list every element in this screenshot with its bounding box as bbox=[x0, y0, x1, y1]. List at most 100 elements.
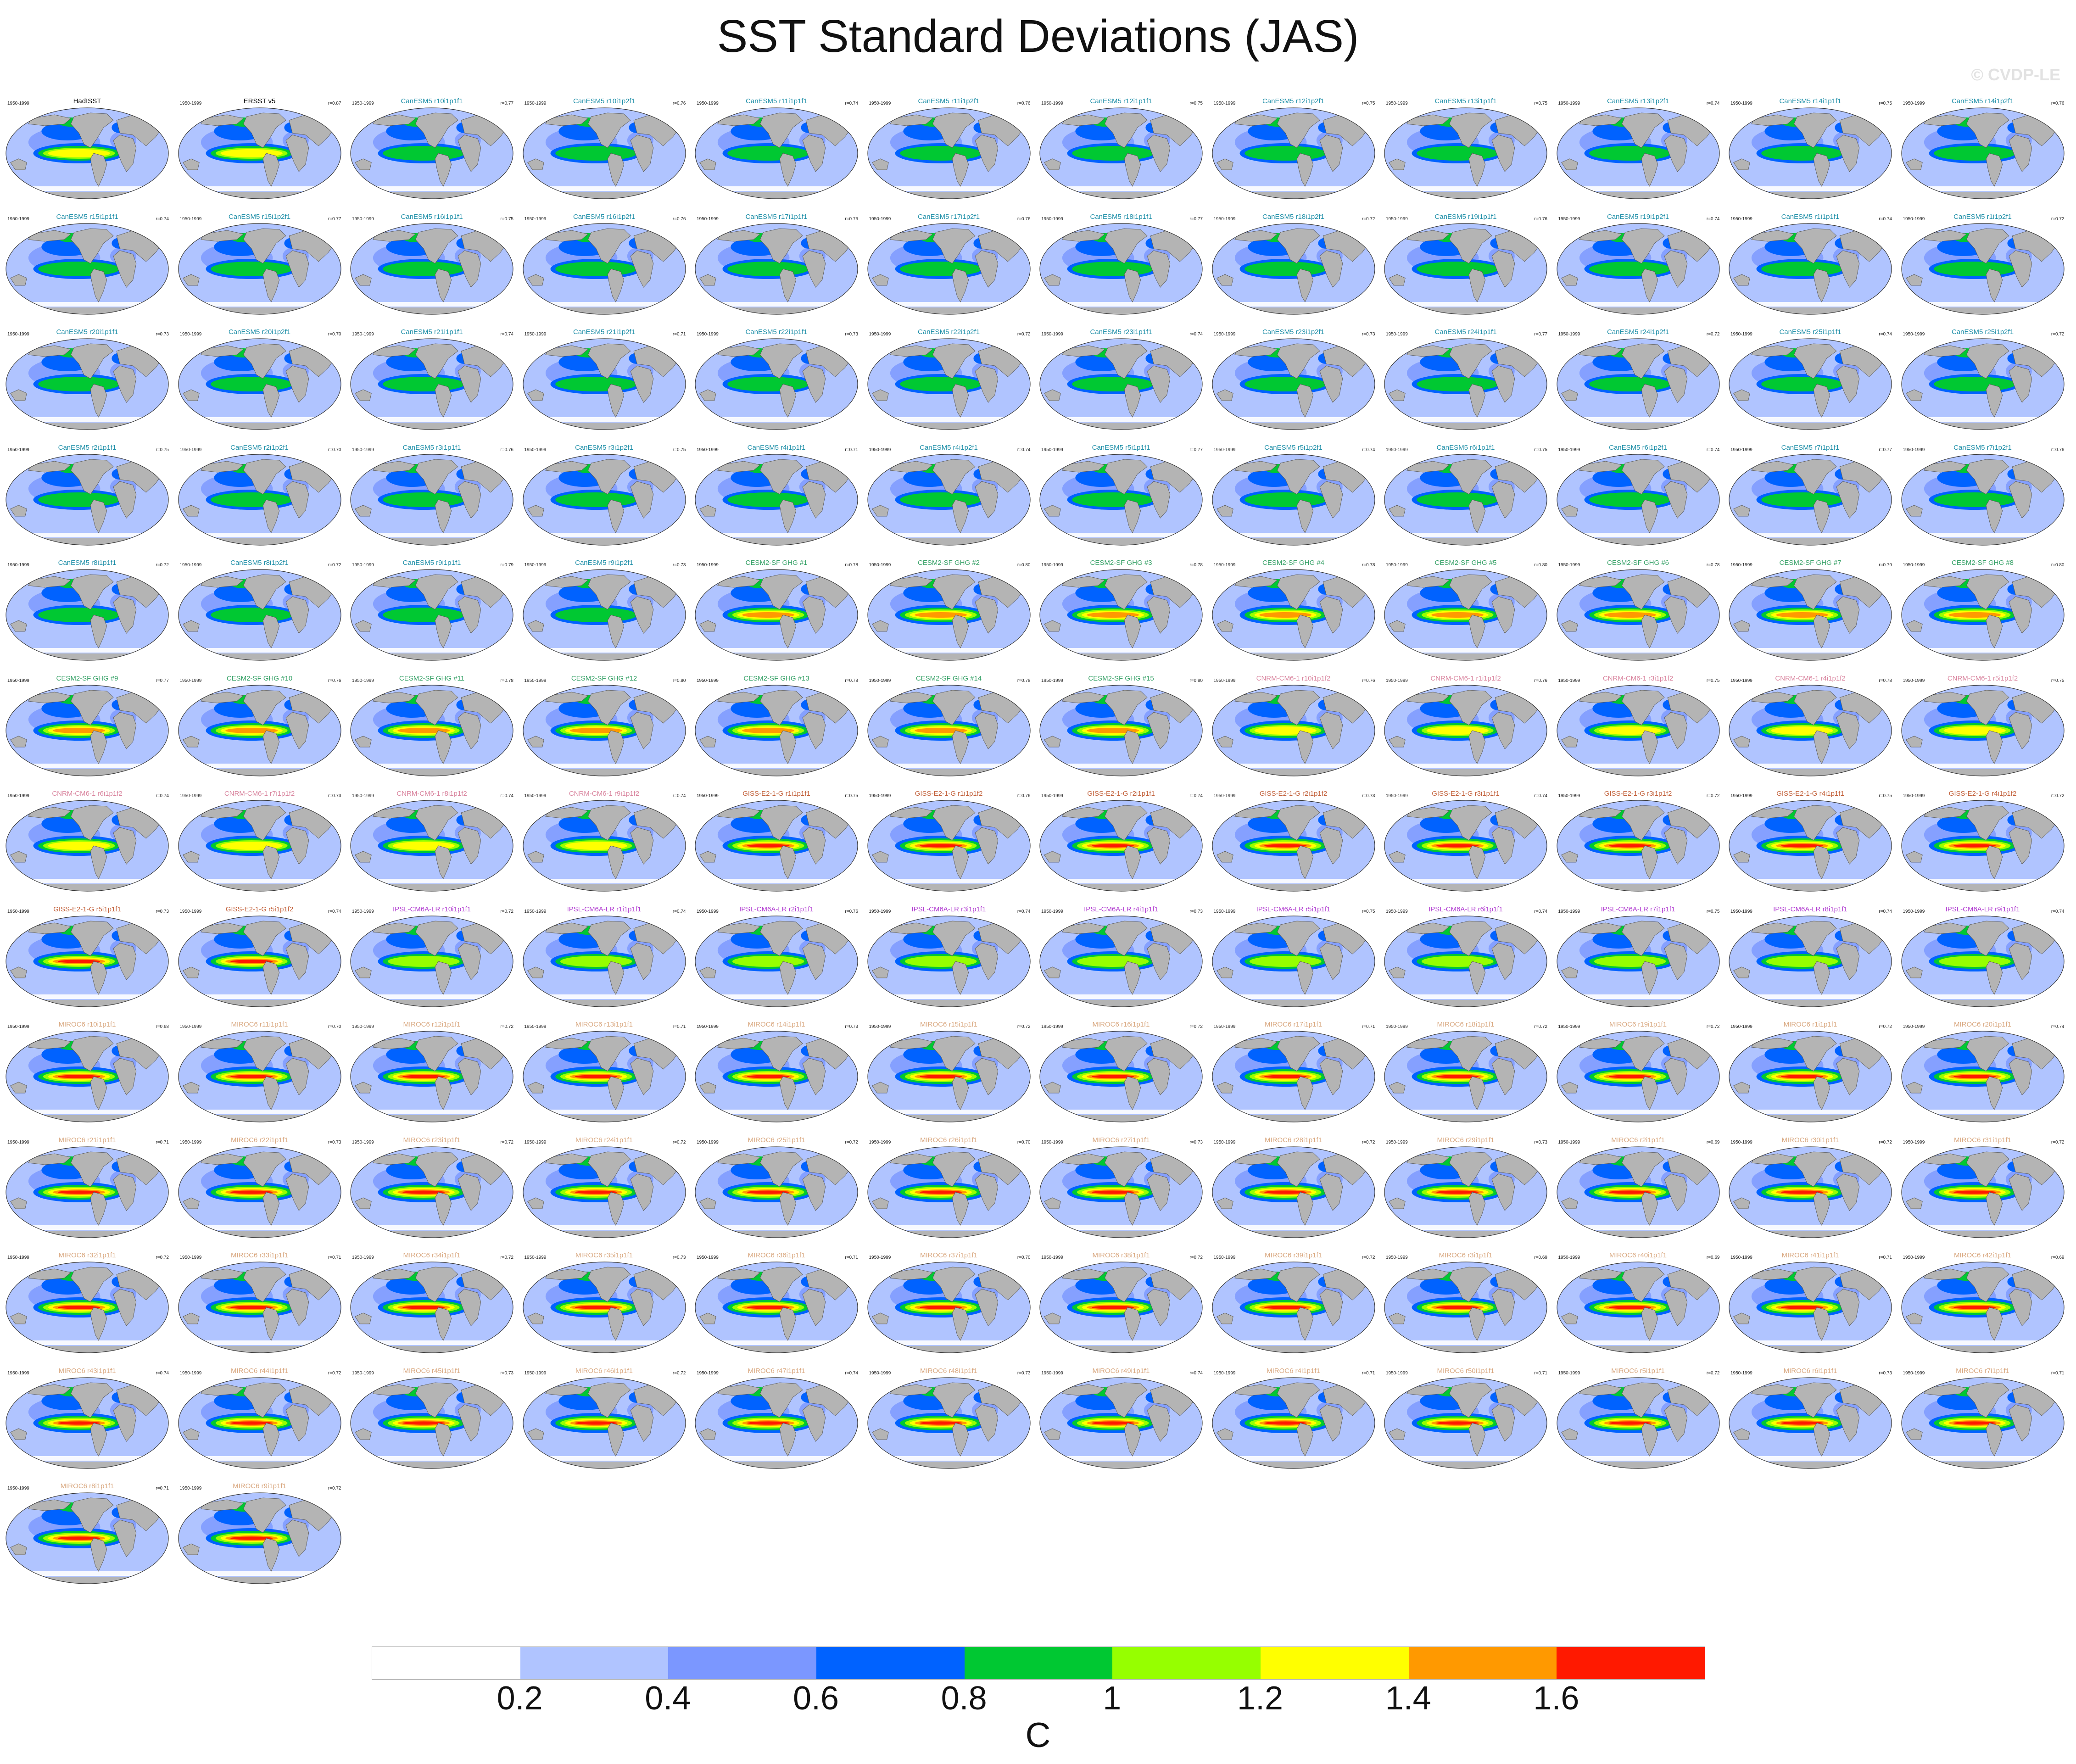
equatorial-tongue bbox=[727, 261, 809, 276]
panel-period: 1950-1999 bbox=[1558, 1024, 1580, 1029]
sst-contour-0-0.2 bbox=[1212, 763, 1375, 768]
land-mass bbox=[1062, 692, 1105, 703]
land-mass bbox=[1621, 690, 1665, 726]
panel-period: 1950-1999 bbox=[352, 216, 374, 222]
land-mass bbox=[1733, 274, 1750, 285]
sst-contour-0-0.2 bbox=[867, 1456, 1030, 1461]
panel-title: CanESM5 r11i1p1f1 bbox=[746, 97, 807, 105]
antarctica bbox=[695, 307, 858, 314]
land-mass bbox=[1277, 459, 1320, 495]
land-mass bbox=[871, 505, 889, 516]
sst-std-map bbox=[867, 338, 1031, 430]
panel-pattern-correlation: r=0.74 bbox=[1879, 909, 1892, 914]
sst-std-map bbox=[1729, 1031, 1892, 1122]
land-mass bbox=[889, 461, 933, 472]
land-mass bbox=[200, 692, 244, 703]
panel-title: CNRM-CM6-1 r9i1p1f2 bbox=[569, 790, 640, 798]
antarctica bbox=[867, 769, 1030, 776]
antarctica bbox=[1384, 1230, 1547, 1238]
sst-contour-0-0.2 bbox=[1212, 1225, 1375, 1230]
land-mass bbox=[1664, 365, 1687, 403]
sst-contour-0-0.2 bbox=[1557, 532, 1719, 537]
equatorial-tongue bbox=[1091, 844, 1134, 848]
panel-pattern-correlation: r=0.70 bbox=[1017, 1139, 1031, 1145]
land-mass bbox=[1234, 114, 1278, 126]
colorbar bbox=[372, 1647, 1705, 1680]
panel-period: 1950-1999 bbox=[1730, 1139, 1752, 1145]
panel-title: GISS-E2-1-G r3i1p1f1 bbox=[1432, 790, 1500, 798]
land-mass bbox=[587, 459, 631, 495]
antarctica bbox=[867, 653, 1030, 660]
map-panel: CNRM-CM6-1 r10i1p1f2 1950-1999 r=0.76 bbox=[1211, 675, 1375, 776]
land-mass bbox=[1044, 736, 1061, 747]
equatorial-tongue bbox=[225, 727, 278, 733]
sst-std-map bbox=[1901, 684, 2065, 776]
sst-std-map bbox=[6, 1031, 169, 1122]
land-mass bbox=[435, 499, 452, 533]
map-panel: IPSL-CM6A-LR r2i1p1f1 1950-1999 r=0.76 bbox=[695, 905, 858, 1007]
sst-std-map bbox=[867, 1031, 1031, 1122]
land-mass bbox=[1733, 389, 1750, 401]
map-border bbox=[695, 569, 858, 661]
panel-title: CESM2-SF GHG #2 bbox=[917, 559, 980, 567]
land-mass bbox=[952, 499, 969, 533]
antarctica bbox=[1901, 423, 2064, 430]
land-mass bbox=[545, 114, 588, 126]
panel-period: 1950-1999 bbox=[352, 332, 374, 337]
antarctica bbox=[1212, 423, 1375, 430]
map-border bbox=[178, 107, 341, 199]
sst-contour-0-0.2 bbox=[178, 879, 341, 883]
equatorial-tongue bbox=[387, 955, 460, 967]
antarctica bbox=[523, 1346, 686, 1353]
panel-title: CanESM5 r1i1p1f1 bbox=[1781, 212, 1840, 221]
land-mass bbox=[182, 620, 200, 632]
sst-std-map bbox=[1729, 223, 1892, 315]
land-mass bbox=[373, 230, 416, 241]
sst-std-map bbox=[1211, 800, 1375, 892]
panel-pattern-correlation: r=0.74 bbox=[500, 793, 513, 798]
antarctica bbox=[351, 423, 513, 430]
sst-contour-0-0.2 bbox=[1040, 1340, 1202, 1345]
panel-period: 1950-1999 bbox=[524, 1139, 547, 1145]
sst-contour-0-0.2 bbox=[867, 417, 1030, 422]
land-mass bbox=[1124, 845, 1141, 879]
land-mass bbox=[1641, 153, 1658, 187]
map-border bbox=[350, 569, 513, 661]
land-mass bbox=[1234, 807, 1278, 819]
antarctica bbox=[1901, 307, 2064, 314]
sst-contour-0-0.2 bbox=[1901, 186, 2064, 191]
land-mass bbox=[262, 499, 279, 533]
panel-pattern-correlation: r=0.72 bbox=[156, 563, 169, 568]
land-mass bbox=[1449, 805, 1492, 841]
sst-std-map bbox=[867, 223, 1031, 315]
panel-period: 1950-1999 bbox=[1558, 1255, 1580, 1260]
panel-title: CanESM5 r20i1p2f1 bbox=[228, 328, 291, 336]
map-panel: CESM2-SF GHG #13 1950-1999 r=0.78 bbox=[695, 675, 858, 776]
map-panel: MIROC6 r22i1p1f1 1950-1999 r=0.73 bbox=[178, 1136, 341, 1238]
land-mass bbox=[262, 268, 279, 302]
panel-title: CanESM5 r8i1p1f1 bbox=[58, 559, 117, 567]
panel-title: CNRM-CM6-1 r3i1p1f2 bbox=[1602, 674, 1674, 682]
equatorial-tongue bbox=[210, 492, 292, 507]
map-border bbox=[695, 338, 858, 430]
land-mass bbox=[1733, 620, 1750, 632]
sst-contour-0-0.2 bbox=[523, 879, 686, 883]
land-mass bbox=[90, 845, 107, 879]
panel-period: 1950-1999 bbox=[7, 1370, 29, 1376]
sst-contour-0-0.2 bbox=[867, 994, 1030, 999]
panel-pattern-correlation: r=0.75 bbox=[1362, 909, 1375, 914]
land-mass bbox=[1216, 505, 1233, 516]
antarctica bbox=[523, 192, 686, 199]
panel-pattern-correlation: r=0.74 bbox=[845, 101, 858, 106]
panel-title: GISS-E2-1-G r5i1p1f1 bbox=[53, 905, 121, 913]
map-border bbox=[1039, 684, 1203, 776]
map-panel: CNRM-CM6-1 r9i1p1f2 1950-1999 r=0.74 bbox=[522, 790, 686, 892]
panel-pattern-correlation: r=0.80 bbox=[1017, 563, 1031, 568]
equatorial-tongue bbox=[899, 146, 982, 161]
panel-title: CanESM5 r20i1p1f1 bbox=[56, 328, 118, 336]
antarctica bbox=[1040, 1230, 1202, 1238]
land-mass bbox=[1813, 614, 1830, 648]
land-mass bbox=[1923, 114, 1967, 126]
land-mass bbox=[1389, 158, 1406, 170]
land-mass bbox=[285, 596, 309, 634]
